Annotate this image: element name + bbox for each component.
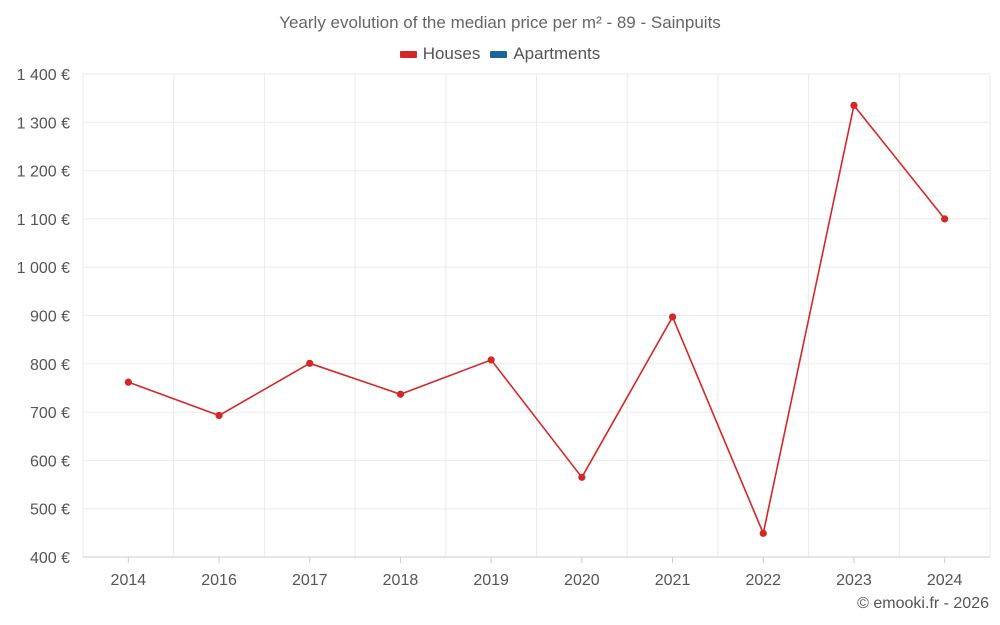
x-tick-label: 2022 xyxy=(745,572,781,589)
series-line-houses xyxy=(128,104,946,535)
x-tick-label: 2023 xyxy=(836,572,872,589)
chart-title: Yearly evolution of the median price per… xyxy=(279,13,721,32)
x-tick-label: 2024 xyxy=(927,572,963,589)
data-point-houses-2024 xyxy=(941,215,949,223)
y-tick-label: 700 € xyxy=(30,405,70,422)
legend-label-houses: Houses xyxy=(422,44,481,63)
x-tick-label: 2018 xyxy=(383,572,419,589)
y-tick-label: 1 100 € xyxy=(17,212,70,229)
data-point-houses-2021 xyxy=(668,313,677,321)
x-tick-label: 2021 xyxy=(655,572,691,589)
x-tick-label: 2016 xyxy=(201,572,237,589)
data-point-houses-2019 xyxy=(487,356,495,364)
legend-item-houses[interactable]: Houses xyxy=(399,44,481,64)
x-tick-label: 2014 xyxy=(111,572,147,589)
legend: Houses Apartments xyxy=(0,44,1000,64)
legend-label-apartments: Apartments xyxy=(513,44,601,63)
y-tick-label: 1 300 € xyxy=(17,115,70,132)
y-tick-label: 800 € xyxy=(30,357,70,374)
y-tick-label: 1 400 € xyxy=(17,67,70,84)
y-tick-label: 500 € xyxy=(30,502,70,519)
legend-swatch-apartments xyxy=(490,50,508,58)
credit-text: © emooki.fr - 2026 xyxy=(857,595,989,612)
x-tick-label: 2019 xyxy=(473,572,509,589)
y-tick-label: 1 200 € xyxy=(17,164,70,181)
x-tick-label: 2020 xyxy=(564,572,600,589)
y-tick-label: 600 € xyxy=(30,453,70,470)
y-tick-label: 400 € xyxy=(30,550,70,567)
data-point-houses-2023 xyxy=(850,101,858,109)
data-point-houses-2014 xyxy=(124,378,132,386)
data-point-houses-2018 xyxy=(396,390,405,398)
data-point-houses-2017 xyxy=(306,359,314,367)
legend-swatch-houses xyxy=(399,50,417,58)
y-tick-label: 900 € xyxy=(30,309,70,326)
data-point-houses-2022 xyxy=(759,529,767,537)
data-point-houses-2016 xyxy=(215,411,223,420)
x-tick-label: 2017 xyxy=(292,572,328,589)
y-tick-label: 1 000 € xyxy=(17,260,70,277)
data-point-houses-2020 xyxy=(578,473,586,481)
legend-item-apartments[interactable]: Apartments xyxy=(490,44,600,64)
